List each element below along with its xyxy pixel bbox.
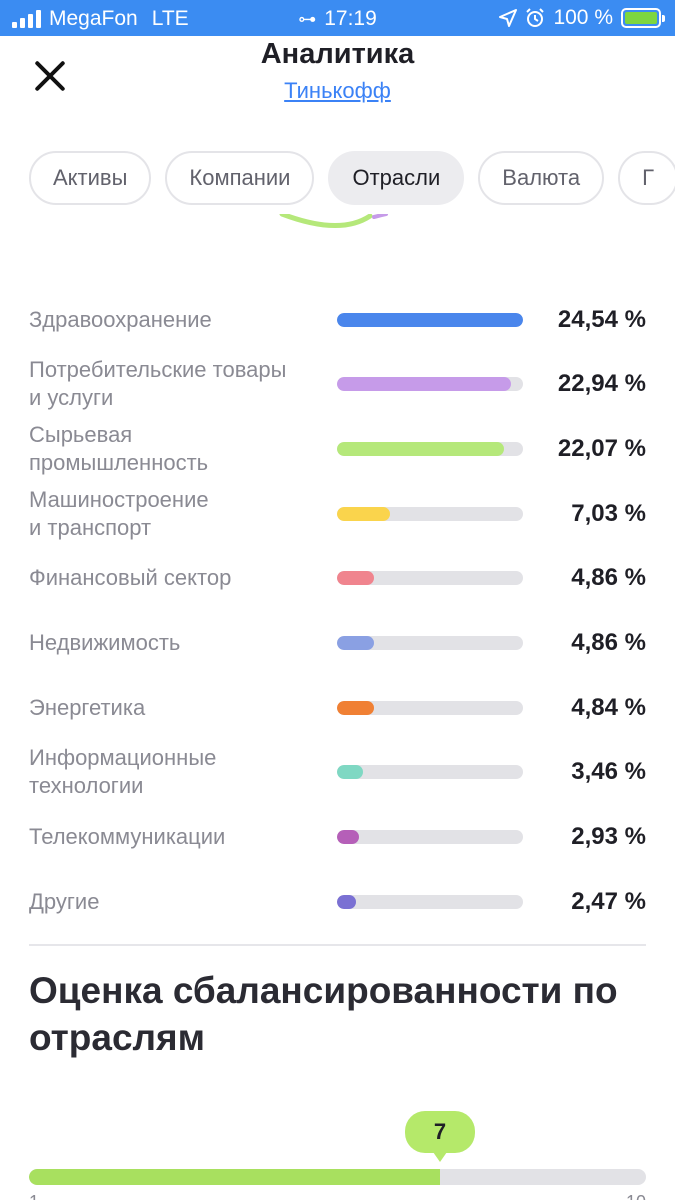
sector-bar — [337, 377, 523, 391]
sector-label-text: Сырьевая промышленность — [29, 422, 209, 475]
link-icon: ⊶ — [298, 9, 317, 29]
tab-2[interactable]: Отрасли — [328, 151, 465, 205]
battery-icon — [621, 8, 665, 28]
sector-value: 22,07 % — [557, 435, 646, 462]
network-type: LTE — [151, 7, 189, 30]
sector-bar-fill — [337, 830, 360, 844]
sector-value: 2,47 % — [571, 888, 646, 915]
sector-value: 3,46 % — [571, 758, 646, 785]
sector-bar-fill — [337, 313, 523, 327]
sector-bar-fill — [337, 636, 374, 650]
alarm-icon — [526, 8, 545, 27]
scale-min-label: 1 — [29, 1192, 39, 1200]
balance-section-title: Оценка сбалансированности по отраслям — [29, 970, 618, 1058]
sector-label-text: Энергетика — [29, 695, 146, 720]
scale-max-label: 10 — [626, 1192, 646, 1200]
tab-3[interactable]: Валюта — [478, 151, 605, 205]
sector-label: Финансовый сектор — [29, 548, 329, 608]
sector-value: 4,84 % — [571, 694, 646, 721]
sector-bar-fill — [337, 571, 374, 585]
balance-score-fill — [29, 1169, 441, 1185]
sector-bar — [337, 701, 523, 715]
status-center: ⊶ 17:19 — [0, 7, 675, 31]
sector-row: Потребительские товары и услуги 22,94 % — [29, 354, 646, 414]
sector-bar-fill — [337, 377, 511, 391]
sector-value: 4,86 % — [571, 629, 646, 656]
carrier-name: MegaFon — [49, 7, 138, 30]
sector-label-text: Недвижимость — [29, 630, 181, 655]
sector-bar — [337, 895, 523, 909]
sector-bar-fill — [337, 895, 356, 909]
sector-value: 7,03 % — [571, 500, 646, 527]
sector-row: Здравоохранение 24,54 % — [29, 290, 646, 350]
sector-row: Недвижимость 4,86 % — [29, 613, 646, 673]
sector-label: Машиностроение и транспорт — [29, 484, 329, 544]
sector-bar-fill — [337, 442, 505, 456]
sector-label: Недвижимость — [29, 613, 329, 673]
broker-link[interactable]: Тинькофф — [284, 78, 391, 103]
status-right: 100 % — [499, 6, 665, 30]
status-left: MegaFon LTE — [12, 7, 189, 31]
tab-0[interactable]: Активы — [29, 151, 152, 205]
sector-row: Другие 2,47 % — [29, 872, 646, 932]
sector-label: Здравоохранение — [29, 290, 329, 350]
sector-row: Телекоммуникации 2,93 % — [29, 807, 646, 867]
sector-bar — [337, 571, 523, 585]
analytics-tabs: Активы Компании Отрасли Валюта Г — [29, 151, 675, 205]
location-icon — [499, 9, 518, 27]
sector-bar — [337, 442, 523, 456]
sector-label-text: Машиностроение и транспорт — [29, 487, 209, 540]
donut-chart-edge — [279, 214, 388, 228]
sector-label-text: Другие — [29, 889, 100, 914]
sector-label: Телекоммуникации — [29, 807, 329, 867]
sector-bar — [337, 636, 523, 650]
sector-label: Энергетика — [29, 678, 329, 738]
status-time: 17:19 — [324, 7, 377, 30]
sector-bar — [337, 313, 523, 327]
sector-row: Сырьевая промышленность 22,07 % — [29, 419, 646, 479]
sector-row: Информационные технологии 3,46 % — [29, 742, 646, 802]
sector-value: 24,54 % — [557, 306, 646, 333]
sector-label: Информационные технологии — [29, 742, 329, 802]
sector-label-text: Телекоммуникации — [29, 824, 226, 849]
balance-score-badge: 7 — [405, 1111, 475, 1162]
divider — [29, 944, 646, 946]
status-bar: MegaFon LTE ⊶ 17:19 100 % — [0, 0, 675, 36]
signal-icon — [12, 10, 41, 28]
tab-1[interactable]: Компании — [165, 151, 315, 205]
sector-label-text: Потребительские товары и услуги — [29, 357, 287, 410]
sector-bar — [337, 830, 523, 844]
sector-row: Машиностроение и транспорт 7,03 % — [29, 484, 646, 544]
tab-4[interactable]: Г — [618, 151, 675, 205]
sector-label-text: Финансовый сектор — [29, 565, 232, 590]
sector-row: Энергетика 4,84 % — [29, 678, 646, 738]
sector-label: Сырьевая промышленность — [29, 419, 329, 479]
balance-score-track — [29, 1169, 646, 1185]
sector-bar — [337, 507, 523, 521]
sector-label-text: Здравоохранение — [29, 307, 212, 332]
sector-bar-fill — [337, 701, 374, 715]
sector-value: 4,86 % — [571, 564, 646, 591]
battery-percent: 100 % — [553, 6, 613, 29]
sector-bar-fill — [337, 507, 391, 521]
page-title: Аналитика — [260, 38, 415, 70]
sector-bar-fill — [337, 765, 364, 779]
sector-value: 22,94 % — [557, 370, 646, 397]
sector-label: Другие — [29, 872, 329, 932]
sector-bar — [337, 765, 523, 779]
sector-row: Финансовый сектор 4,86 % — [29, 548, 646, 608]
sector-label: Потребительские товары и услуги — [29, 354, 329, 414]
sector-label-text: Информационные технологии — [29, 745, 217, 798]
sector-value: 2,93 % — [571, 823, 646, 850]
